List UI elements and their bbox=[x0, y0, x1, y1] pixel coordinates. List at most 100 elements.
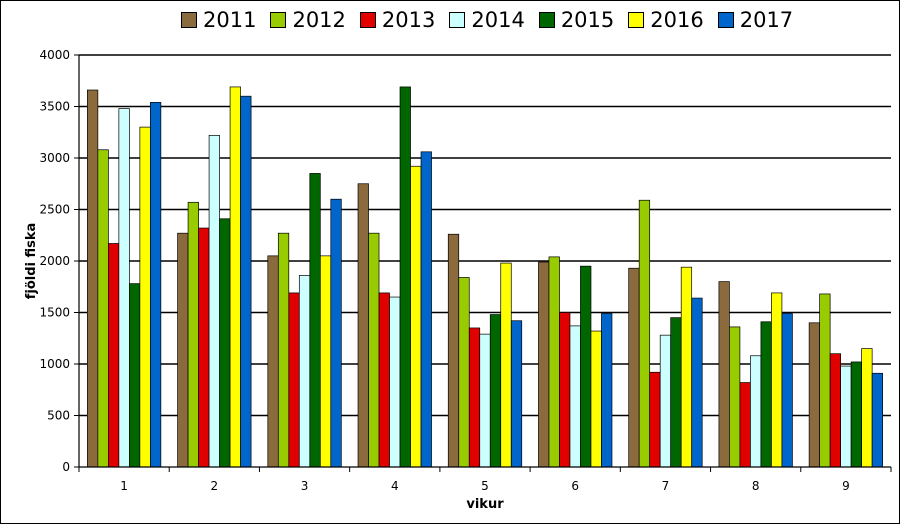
bar-2014-week-8 bbox=[750, 355, 762, 468]
x-tick-label: 8 bbox=[752, 479, 760, 493]
legend-item-2012: 2012 bbox=[270, 8, 346, 32]
bar-2016-week-2 bbox=[229, 86, 241, 468]
bar-2011-week-4 bbox=[357, 183, 369, 468]
bar-2011-week-8 bbox=[718, 281, 730, 468]
legend-swatch bbox=[538, 12, 555, 28]
bar-2017-week-3 bbox=[330, 198, 342, 468]
bar-2011-week-3 bbox=[267, 255, 279, 468]
bar-2011-week-7 bbox=[628, 267, 640, 468]
bar-2017-week-7 bbox=[691, 297, 703, 468]
bar-2011-week-5 bbox=[447, 233, 460, 468]
legend-swatch bbox=[270, 12, 287, 28]
bar-2015-week-2 bbox=[219, 218, 231, 468]
y-axis-title: fjöldi fiska bbox=[24, 223, 39, 300]
bar-2013-week-6 bbox=[559, 312, 571, 468]
bar-2013-week-4 bbox=[378, 292, 390, 468]
bar-2015-week-5 bbox=[489, 314, 502, 468]
bar-2016-week-7 bbox=[680, 266, 693, 468]
bar-2012-week-2 bbox=[187, 201, 199, 468]
legend-swatch bbox=[717, 12, 734, 28]
y-tick-label: 4000 bbox=[39, 48, 70, 62]
legend-item-2015: 2015 bbox=[538, 8, 615, 32]
bar-2017-week-1 bbox=[150, 102, 162, 468]
x-tick-label: 3 bbox=[301, 479, 309, 493]
legend-label: 2015 bbox=[560, 8, 615, 32]
bar-2015-week-6 bbox=[580, 265, 592, 468]
y-tick-label: 2500 bbox=[39, 203, 70, 217]
x-tick-label: 7 bbox=[662, 479, 670, 493]
bar-2013-week-9 bbox=[829, 353, 841, 468]
bar-2014-week-1 bbox=[118, 108, 130, 468]
legend-label: 2012 bbox=[292, 8, 346, 32]
bar-2012-week-1 bbox=[97, 149, 109, 468]
bar-2017-week-8 bbox=[781, 313, 793, 468]
legend-label: 2016 bbox=[650, 8, 704, 32]
bar-2014-week-3 bbox=[298, 275, 311, 468]
bar-2015-week-3 bbox=[309, 173, 321, 468]
y-tick-label: 1000 bbox=[39, 357, 70, 371]
bar-2012-week-6 bbox=[548, 256, 560, 468]
bar-2016-week-4 bbox=[410, 165, 422, 468]
bar-2012-week-5 bbox=[458, 277, 470, 468]
bar-2012-week-3 bbox=[277, 232, 290, 468]
legend-swatch bbox=[181, 12, 197, 28]
legend-swatch bbox=[628, 12, 645, 28]
bar-2011-week-2 bbox=[177, 232, 189, 468]
bar-2017-week-2 bbox=[240, 95, 252, 468]
bar-2016-week-9 bbox=[861, 348, 873, 468]
bar-2011-week-6 bbox=[538, 261, 550, 468]
bar-2017-week-9 bbox=[871, 372, 883, 468]
bar-2013-week-3 bbox=[288, 292, 300, 468]
legend-label: 2017 bbox=[739, 8, 794, 32]
legend-label: 2011 bbox=[203, 8, 257, 32]
bar-2016-week-3 bbox=[319, 255, 332, 468]
legend-item-2017: 2017 bbox=[717, 8, 794, 32]
bar-2013-week-5 bbox=[468, 327, 481, 468]
legend-item-2016: 2016 bbox=[628, 8, 704, 32]
legend: 2011 2012 2013 2014 2015 2016 2017 bbox=[181, 7, 793, 33]
bar-2014-week-9 bbox=[840, 365, 852, 468]
bar-2016-week-6 bbox=[590, 330, 602, 468]
bar-2012-week-8 bbox=[729, 326, 741, 468]
y-tick-label: 1500 bbox=[39, 306, 70, 320]
bar-2014-week-6 bbox=[569, 325, 581, 468]
x-tick-label: 1 bbox=[120, 479, 128, 493]
legend-label: 2014 bbox=[471, 8, 525, 32]
bar-2017-week-4 bbox=[420, 151, 432, 468]
x-axis-title: vikur bbox=[466, 497, 504, 512]
bar-2016-week-1 bbox=[139, 126, 151, 468]
legend-item-2013: 2013 bbox=[359, 8, 436, 32]
bar-2014-week-2 bbox=[208, 134, 220, 468]
bar-2014-week-4 bbox=[389, 296, 401, 468]
bar-2015-week-9 bbox=[850, 361, 862, 468]
bar-2016-week-5 bbox=[500, 262, 512, 468]
y-tick-label: 3000 bbox=[39, 151, 70, 165]
bar-2013-week-1 bbox=[108, 243, 120, 468]
x-tick-label: 2 bbox=[211, 479, 219, 493]
y-tick-label: 2000 bbox=[39, 254, 70, 268]
bar-2014-week-5 bbox=[479, 333, 491, 468]
bar-2012-week-4 bbox=[368, 232, 380, 468]
bar-2015-week-4 bbox=[399, 86, 411, 468]
x-tick-label: 4 bbox=[391, 479, 399, 493]
bar-2013-week-2 bbox=[198, 227, 210, 468]
bar-2013-week-7 bbox=[649, 371, 661, 468]
x-tick-label: 9 bbox=[842, 479, 850, 493]
bar-2016-week-8 bbox=[771, 292, 783, 468]
bar-2013-week-8 bbox=[739, 382, 751, 468]
bar-2017-week-5 bbox=[510, 320, 523, 468]
bar-2015-week-7 bbox=[670, 317, 682, 468]
bar-2017-week-6 bbox=[601, 313, 613, 468]
bar-2014-week-7 bbox=[659, 334, 672, 468]
y-tick-label: 500 bbox=[47, 409, 70, 423]
bar-2011-week-1 bbox=[87, 89, 99, 468]
legend-label: 2013 bbox=[381, 8, 436, 32]
y-tick-label: 0 bbox=[62, 460, 70, 474]
bar-2011-week-9 bbox=[808, 322, 820, 468]
x-tick-label: 6 bbox=[571, 479, 579, 493]
legend-item-2014: 2014 bbox=[449, 8, 525, 32]
legend-item-2011: 2011 bbox=[181, 8, 256, 32]
legend-swatch bbox=[449, 12, 466, 28]
legend-swatch bbox=[359, 12, 376, 28]
